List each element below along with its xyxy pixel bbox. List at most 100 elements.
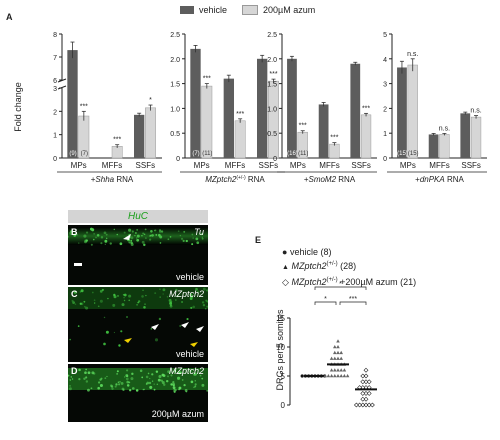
x-tick-label: MFFs	[225, 161, 245, 170]
y-tick-label: 2.0	[170, 57, 180, 64]
micrograph-c-image	[68, 287, 208, 347]
y-tick-label: 7	[53, 55, 57, 62]
bracket-right	[339, 301, 367, 305]
bar-vehicle	[460, 113, 471, 158]
significance-label: ***	[330, 135, 338, 142]
treatment-prefix: +	[91, 175, 96, 184]
treatment-suffix: RNA	[246, 175, 266, 184]
bar-vehicle	[223, 78, 234, 158]
significance-label: n.s.	[407, 51, 418, 58]
significance-label: ***	[362, 105, 370, 112]
y-tick-label: 10	[276, 343, 285, 352]
point-mzptch2-azum	[363, 396, 369, 402]
treatment-label: +dnPKA RNA	[415, 175, 464, 184]
point-mzptch2-azum	[366, 402, 372, 408]
significance-label: n.s.	[439, 125, 450, 132]
point-mzptch2-azum	[363, 379, 369, 385]
point-mzptch2	[333, 345, 337, 349]
treatment-gene: dnPKA	[420, 175, 445, 184]
x-tick-label: MPs	[400, 161, 416, 170]
panel-letter-e: E	[255, 235, 262, 245]
x-tick-label: MPs	[194, 161, 210, 170]
x-tick-label: MFFs	[429, 161, 449, 170]
bar-vehicle	[318, 104, 329, 158]
y-tick-label: 1.5	[170, 82, 180, 89]
point-mzptch2-azum	[360, 379, 366, 385]
bar-vehicle	[397, 67, 407, 158]
point-mzptch2-azum	[360, 390, 366, 396]
label-genotype-d: MZptch2	[168, 366, 204, 376]
panel-letter-c: C	[71, 289, 78, 299]
point-mzptch2	[336, 345, 340, 349]
legend-swatch-vehicle	[180, 6, 194, 14]
n-label: (7)	[81, 151, 88, 157]
y-tick-label: 2.5	[170, 32, 180, 39]
treatment-gene: Shha	[95, 175, 114, 184]
bracket-outer-label: *	[339, 281, 342, 288]
point-mzptch2	[329, 374, 334, 378]
treatment-prefix: +	[304, 175, 309, 184]
y-tick-label: 0	[281, 401, 286, 410]
n-label: (11)	[298, 151, 308, 157]
point-mzptch2	[336, 350, 340, 355]
treatment-suffix: RNA	[445, 175, 465, 184]
y-tick-label: 1	[53, 133, 57, 140]
point-mzptch2-azum	[363, 402, 369, 408]
point-mzptch2-azum	[363, 367, 369, 373]
y-tick-label: 2.0	[267, 57, 277, 64]
label-genotype-c: MZptch2	[168, 289, 204, 299]
significance-label: ***	[299, 123, 307, 130]
point-mzptch2	[336, 374, 340, 378]
micrograph-d: D MZptch2 200µM azum	[68, 364, 208, 422]
arrowhead-icon	[124, 338, 132, 343]
point-mzptch2	[329, 368, 334, 372]
bar-vehicle	[67, 50, 78, 158]
panel-letter-d: D	[71, 366, 78, 376]
micrograph-c: C MZptch2 vehicle	[68, 287, 208, 362]
condition-c: vehicle	[175, 349, 204, 359]
y-tick-label: 3	[53, 86, 57, 93]
significance-label: *	[149, 97, 152, 104]
legend-e-item-0: ● vehicle (8)	[282, 247, 332, 257]
x-tick-label: MFFs	[102, 161, 122, 170]
condition-b: vehicle	[175, 272, 204, 282]
legend-e-item-1: ▲ MZptch2(+/-) (28)	[282, 261, 357, 271]
point-mzptch2	[336, 339, 340, 343]
micro-header: HuC	[68, 210, 208, 223]
x-tick-label: SSFs	[461, 161, 481, 170]
micrograph-d-image	[68, 368, 208, 393]
point-mzptch2-azum	[366, 390, 372, 396]
n-label: (15)	[397, 151, 408, 157]
point-mzptch2	[333, 356, 337, 360]
y-tick-label: 3	[383, 82, 387, 89]
y-tick-label: 1.5	[267, 82, 277, 89]
point-mzptch2-azum	[369, 402, 375, 408]
bracket-outer	[314, 286, 367, 290]
y-tick-label: 1.0	[170, 106, 180, 113]
treatment-label: +Shha RNA	[91, 175, 134, 184]
y-tick-label: 1	[383, 131, 387, 138]
significance-label: n.s.	[470, 108, 481, 115]
point-mzptch2	[336, 368, 340, 372]
significance-label: ***	[269, 71, 277, 78]
point-mzptch2-azum	[360, 396, 366, 402]
y-tick-label: 5	[281, 372, 286, 381]
point-mzptch2-azum	[366, 379, 372, 385]
significance-label: ***	[113, 137, 121, 144]
bar-vehicle	[257, 58, 268, 158]
treatment-label: +SmoM2 RNA	[304, 175, 356, 184]
treatment-prefix: +	[415, 175, 420, 184]
treatment-sup: (+/-)	[236, 175, 246, 181]
significance-label: ***	[203, 76, 211, 83]
n-label: (9)	[69, 151, 76, 157]
point-mzptch2-azum	[353, 402, 359, 408]
legend-label-vehicle: vehicle	[199, 5, 228, 15]
treatment-gene: SmoM2	[308, 175, 336, 184]
point-mzptch2	[336, 356, 340, 360]
y-tick-label: 0	[383, 156, 387, 163]
arrowhead-icon	[181, 322, 189, 328]
point-mzptch2	[329, 356, 334, 360]
n-label: (11)	[202, 151, 212, 157]
